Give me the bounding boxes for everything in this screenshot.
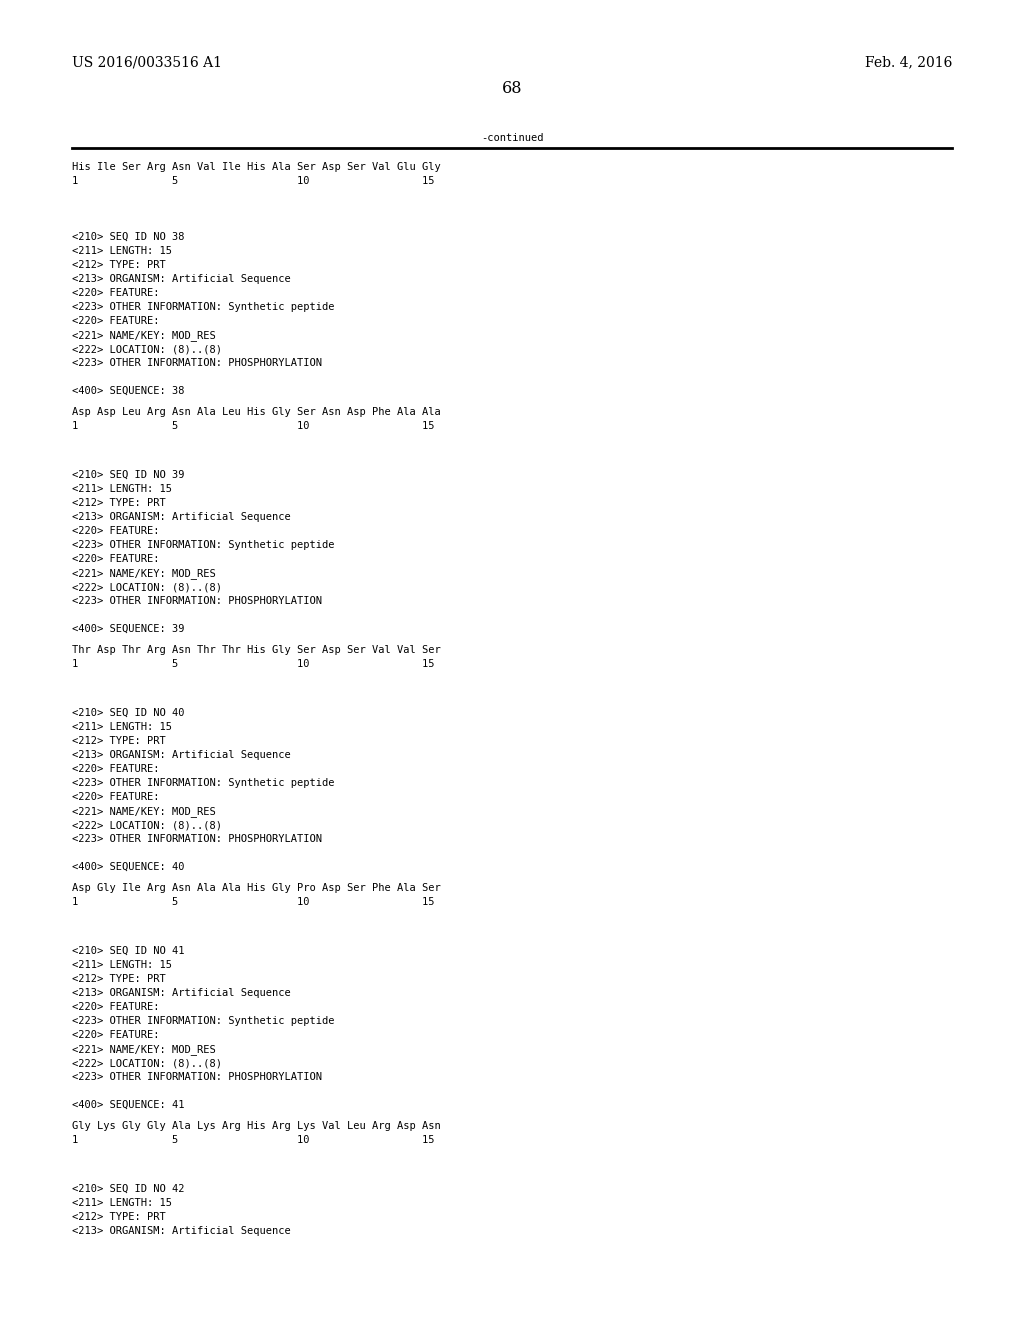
- Text: <222> LOCATION: (8)..(8): <222> LOCATION: (8)..(8): [72, 582, 222, 591]
- Text: <400> SEQUENCE: 40: <400> SEQUENCE: 40: [72, 862, 184, 873]
- Text: <223> OTHER INFORMATION: Synthetic peptide: <223> OTHER INFORMATION: Synthetic pepti…: [72, 302, 335, 312]
- Text: <222> LOCATION: (8)..(8): <222> LOCATION: (8)..(8): [72, 1059, 222, 1068]
- Text: US 2016/0033516 A1: US 2016/0033516 A1: [72, 55, 222, 69]
- Text: Gly Lys Gly Gly Ala Lys Arg His Arg Lys Val Leu Arg Asp Asn: Gly Lys Gly Gly Ala Lys Arg His Arg Lys …: [72, 1121, 440, 1131]
- Text: -continued: -continued: [480, 133, 544, 143]
- Text: <220> FEATURE:: <220> FEATURE:: [72, 554, 160, 564]
- Text: 1               5                   10                  15: 1 5 10 15: [72, 898, 434, 907]
- Text: <220> FEATURE:: <220> FEATURE:: [72, 288, 160, 298]
- Text: <400> SEQUENCE: 39: <400> SEQUENCE: 39: [72, 624, 184, 634]
- Text: Asp Asp Leu Arg Asn Ala Leu His Gly Ser Asn Asp Phe Ala Ala: Asp Asp Leu Arg Asn Ala Leu His Gly Ser …: [72, 407, 440, 417]
- Text: <220> FEATURE:: <220> FEATURE:: [72, 315, 160, 326]
- Text: <212> TYPE: PRT: <212> TYPE: PRT: [72, 737, 166, 746]
- Text: <212> TYPE: PRT: <212> TYPE: PRT: [72, 974, 166, 983]
- Text: <212> TYPE: PRT: <212> TYPE: PRT: [72, 498, 166, 508]
- Text: <210> SEQ ID NO 39: <210> SEQ ID NO 39: [72, 470, 184, 480]
- Text: Asp Gly Ile Arg Asn Ala Ala His Gly Pro Asp Ser Phe Ala Ser: Asp Gly Ile Arg Asn Ala Ala His Gly Pro …: [72, 883, 440, 894]
- Text: <221> NAME/KEY: MOD_RES: <221> NAME/KEY: MOD_RES: [72, 807, 216, 817]
- Text: <223> OTHER INFORMATION: PHOSPHORYLATION: <223> OTHER INFORMATION: PHOSPHORYLATION: [72, 1072, 322, 1082]
- Text: <213> ORGANISM: Artificial Sequence: <213> ORGANISM: Artificial Sequence: [72, 1226, 291, 1236]
- Text: <211> LENGTH: 15: <211> LENGTH: 15: [72, 484, 172, 494]
- Text: <223> OTHER INFORMATION: Synthetic peptide: <223> OTHER INFORMATION: Synthetic pepti…: [72, 1016, 335, 1026]
- Text: <220> FEATURE:: <220> FEATURE:: [72, 792, 160, 803]
- Text: <220> FEATURE:: <220> FEATURE:: [72, 764, 160, 774]
- Text: <220> FEATURE:: <220> FEATURE:: [72, 525, 160, 536]
- Text: 68: 68: [502, 81, 522, 96]
- Text: <221> NAME/KEY: MOD_RES: <221> NAME/KEY: MOD_RES: [72, 568, 216, 579]
- Text: 1               5                   10                  15: 1 5 10 15: [72, 1135, 434, 1144]
- Text: <211> LENGTH: 15: <211> LENGTH: 15: [72, 722, 172, 733]
- Text: <213> ORGANISM: Artificial Sequence: <213> ORGANISM: Artificial Sequence: [72, 512, 291, 521]
- Text: <210> SEQ ID NO 42: <210> SEQ ID NO 42: [72, 1184, 184, 1195]
- Text: <212> TYPE: PRT: <212> TYPE: PRT: [72, 1212, 166, 1222]
- Text: <211> LENGTH: 15: <211> LENGTH: 15: [72, 246, 172, 256]
- Text: <223> OTHER INFORMATION: PHOSPHORYLATION: <223> OTHER INFORMATION: PHOSPHORYLATION: [72, 597, 322, 606]
- Text: <213> ORGANISM: Artificial Sequence: <213> ORGANISM: Artificial Sequence: [72, 987, 291, 998]
- Text: <213> ORGANISM: Artificial Sequence: <213> ORGANISM: Artificial Sequence: [72, 275, 291, 284]
- Text: <212> TYPE: PRT: <212> TYPE: PRT: [72, 260, 166, 271]
- Text: <221> NAME/KEY: MOD_RES: <221> NAME/KEY: MOD_RES: [72, 330, 216, 341]
- Text: 1               5                   10                  15: 1 5 10 15: [72, 421, 434, 432]
- Text: <220> FEATURE:: <220> FEATURE:: [72, 1002, 160, 1012]
- Text: <222> LOCATION: (8)..(8): <222> LOCATION: (8)..(8): [72, 820, 222, 830]
- Text: 1               5                   10                  15: 1 5 10 15: [72, 176, 434, 186]
- Text: 1               5                   10                  15: 1 5 10 15: [72, 659, 434, 669]
- Text: <213> ORGANISM: Artificial Sequence: <213> ORGANISM: Artificial Sequence: [72, 750, 291, 760]
- Text: <400> SEQUENCE: 38: <400> SEQUENCE: 38: [72, 385, 184, 396]
- Text: <223> OTHER INFORMATION: Synthetic peptide: <223> OTHER INFORMATION: Synthetic pepti…: [72, 777, 335, 788]
- Text: <222> LOCATION: (8)..(8): <222> LOCATION: (8)..(8): [72, 345, 222, 354]
- Text: <210> SEQ ID NO 38: <210> SEQ ID NO 38: [72, 232, 184, 242]
- Text: Thr Asp Thr Arg Asn Thr Thr His Gly Ser Asp Ser Val Val Ser: Thr Asp Thr Arg Asn Thr Thr His Gly Ser …: [72, 645, 440, 655]
- Text: <220> FEATURE:: <220> FEATURE:: [72, 1030, 160, 1040]
- Text: <223> OTHER INFORMATION: PHOSPHORYLATION: <223> OTHER INFORMATION: PHOSPHORYLATION: [72, 358, 322, 368]
- Text: <221> NAME/KEY: MOD_RES: <221> NAME/KEY: MOD_RES: [72, 1044, 216, 1055]
- Text: <210> SEQ ID NO 41: <210> SEQ ID NO 41: [72, 946, 184, 956]
- Text: <400> SEQUENCE: 41: <400> SEQUENCE: 41: [72, 1100, 184, 1110]
- Text: <211> LENGTH: 15: <211> LENGTH: 15: [72, 1199, 172, 1208]
- Text: Feb. 4, 2016: Feb. 4, 2016: [864, 55, 952, 69]
- Text: <223> OTHER INFORMATION: Synthetic peptide: <223> OTHER INFORMATION: Synthetic pepti…: [72, 540, 335, 550]
- Text: <210> SEQ ID NO 40: <210> SEQ ID NO 40: [72, 708, 184, 718]
- Text: <223> OTHER INFORMATION: PHOSPHORYLATION: <223> OTHER INFORMATION: PHOSPHORYLATION: [72, 834, 322, 843]
- Text: <211> LENGTH: 15: <211> LENGTH: 15: [72, 960, 172, 970]
- Text: His Ile Ser Arg Asn Val Ile His Ala Ser Asp Ser Val Glu Gly: His Ile Ser Arg Asn Val Ile His Ala Ser …: [72, 162, 440, 172]
